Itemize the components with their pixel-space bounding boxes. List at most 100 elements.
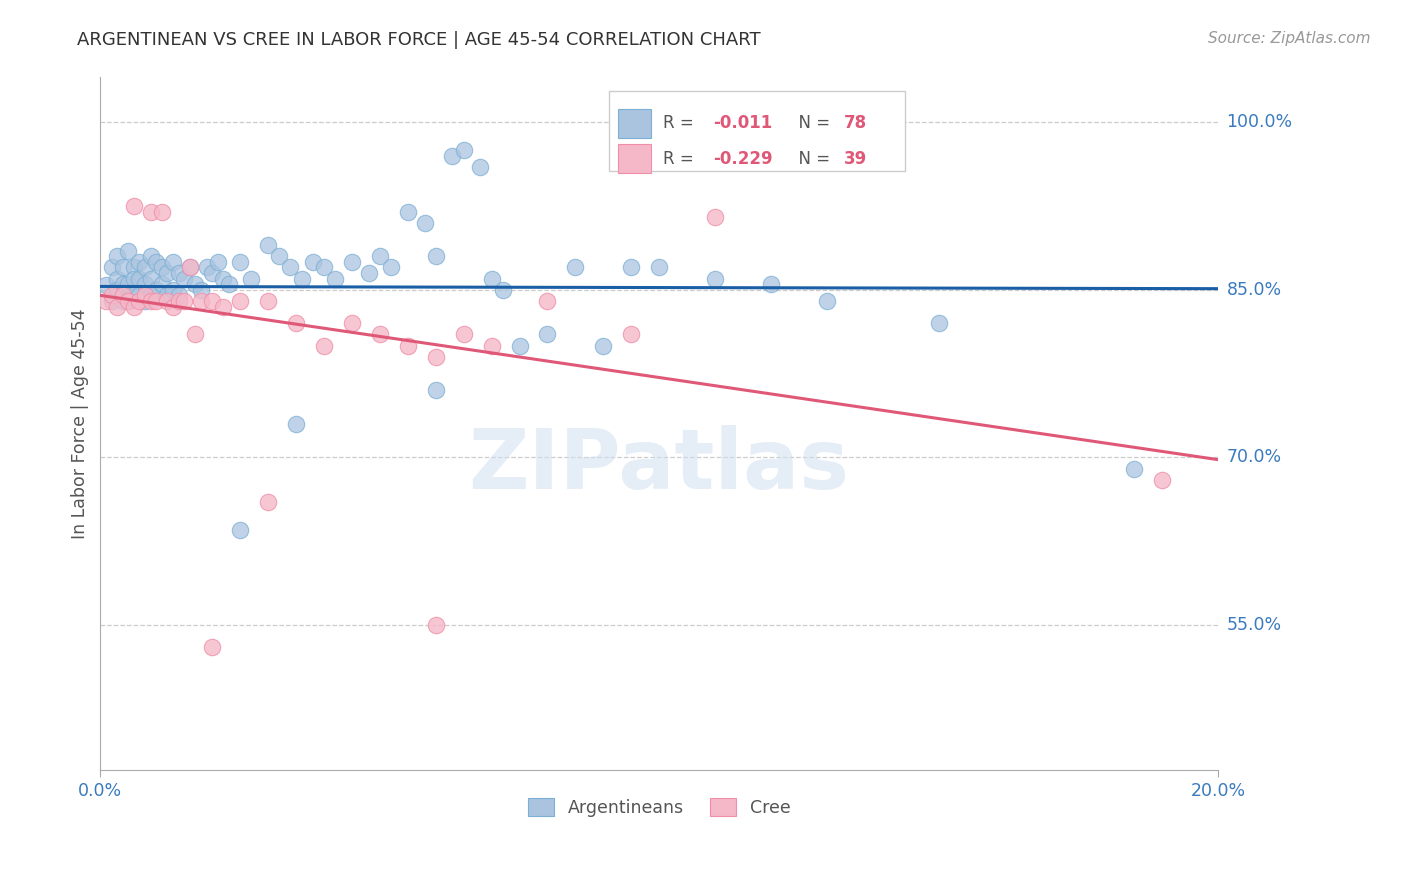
Text: N =: N = bbox=[787, 150, 835, 168]
Point bbox=[368, 249, 391, 263]
Point bbox=[536, 293, 558, 308]
Point bbox=[162, 300, 184, 314]
Point bbox=[184, 277, 207, 292]
Text: -0.011: -0.011 bbox=[713, 114, 772, 133]
Point bbox=[139, 249, 162, 263]
Point bbox=[425, 618, 447, 632]
Text: R =: R = bbox=[662, 150, 699, 168]
Point bbox=[481, 339, 503, 353]
Point bbox=[704, 271, 727, 285]
Point bbox=[212, 271, 235, 285]
Point bbox=[312, 260, 335, 275]
FancyBboxPatch shape bbox=[617, 144, 651, 173]
Point bbox=[312, 339, 335, 353]
Point bbox=[111, 260, 134, 275]
Point bbox=[150, 277, 173, 292]
Text: Source: ZipAtlas.com: Source: ZipAtlas.com bbox=[1208, 31, 1371, 46]
Point bbox=[167, 288, 190, 302]
Point bbox=[105, 249, 128, 263]
Point bbox=[122, 288, 145, 302]
Point bbox=[156, 288, 179, 302]
Text: 78: 78 bbox=[844, 114, 866, 133]
Point bbox=[357, 266, 380, 280]
Point bbox=[441, 149, 464, 163]
Point bbox=[620, 260, 643, 275]
Point bbox=[380, 260, 402, 275]
Point bbox=[94, 293, 117, 308]
Point bbox=[105, 283, 128, 297]
Point bbox=[100, 293, 122, 308]
Text: 85.0%: 85.0% bbox=[1226, 281, 1282, 299]
Text: -0.229: -0.229 bbox=[713, 150, 772, 168]
Point bbox=[425, 249, 447, 263]
Point bbox=[134, 293, 156, 308]
Text: 100.0%: 100.0% bbox=[1226, 113, 1292, 131]
Point bbox=[218, 277, 240, 292]
Point bbox=[128, 271, 150, 285]
Point bbox=[162, 255, 184, 269]
Y-axis label: In Labor Force | Age 45-54: In Labor Force | Age 45-54 bbox=[72, 309, 89, 539]
Point bbox=[156, 293, 179, 308]
Point bbox=[117, 244, 139, 258]
Point bbox=[257, 293, 280, 308]
Point bbox=[240, 271, 263, 285]
Point bbox=[815, 293, 838, 308]
Point bbox=[413, 216, 436, 230]
Point bbox=[128, 293, 150, 308]
Point bbox=[470, 160, 492, 174]
Point bbox=[184, 327, 207, 342]
Point bbox=[134, 288, 156, 302]
Point bbox=[139, 288, 162, 302]
Point bbox=[1123, 461, 1146, 475]
Point bbox=[173, 293, 195, 308]
Point bbox=[481, 271, 503, 285]
Point bbox=[122, 271, 145, 285]
Point bbox=[145, 293, 167, 308]
Legend: Argentineans, Cree: Argentineans, Cree bbox=[520, 791, 797, 824]
Point bbox=[117, 293, 139, 308]
Point bbox=[269, 249, 291, 263]
Point bbox=[128, 255, 150, 269]
Point bbox=[928, 316, 950, 330]
Point bbox=[117, 293, 139, 308]
Point bbox=[167, 266, 190, 280]
Point bbox=[167, 293, 190, 308]
Point bbox=[105, 300, 128, 314]
Point bbox=[284, 417, 307, 431]
Point bbox=[536, 327, 558, 342]
Point bbox=[323, 271, 346, 285]
Point bbox=[139, 293, 162, 308]
Point bbox=[139, 271, 162, 285]
FancyBboxPatch shape bbox=[617, 109, 651, 138]
FancyBboxPatch shape bbox=[609, 91, 905, 171]
Point bbox=[139, 204, 162, 219]
Point bbox=[290, 271, 312, 285]
Point bbox=[212, 300, 235, 314]
Point bbox=[150, 204, 173, 219]
Text: 39: 39 bbox=[844, 150, 868, 168]
Point bbox=[122, 260, 145, 275]
Point bbox=[207, 255, 229, 269]
Point bbox=[100, 288, 122, 302]
Text: N =: N = bbox=[787, 114, 835, 133]
Point bbox=[564, 260, 586, 275]
Point bbox=[145, 255, 167, 269]
Point bbox=[425, 384, 447, 398]
Point bbox=[229, 293, 252, 308]
Point bbox=[94, 278, 117, 293]
Point bbox=[173, 271, 195, 285]
Point bbox=[156, 266, 179, 280]
Point bbox=[229, 255, 252, 269]
Point bbox=[704, 210, 727, 224]
Point bbox=[105, 271, 128, 285]
Text: 55.0%: 55.0% bbox=[1226, 616, 1282, 634]
Point bbox=[284, 316, 307, 330]
Point bbox=[340, 255, 363, 269]
Point bbox=[453, 327, 475, 342]
Point bbox=[340, 316, 363, 330]
Point bbox=[425, 350, 447, 364]
Point bbox=[620, 327, 643, 342]
Point bbox=[190, 293, 212, 308]
Point bbox=[179, 260, 201, 275]
Point bbox=[100, 260, 122, 275]
